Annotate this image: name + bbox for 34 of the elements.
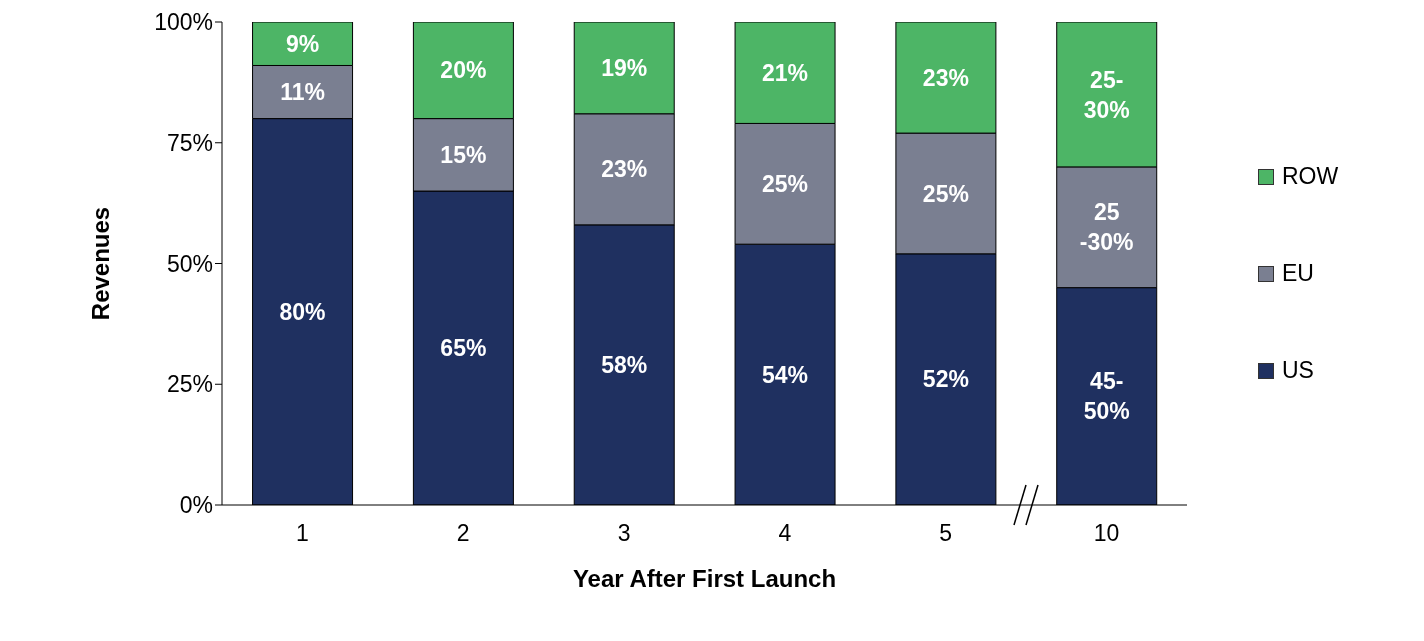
x-tick-label: 1 — [296, 520, 309, 547]
data-label: 23% — [922, 64, 969, 91]
x-tick-label: 3 — [617, 520, 631, 547]
y-tick-label: 0% — [179, 492, 213, 519]
data-label: 58% — [601, 351, 648, 378]
y-tick-label: 50% — [166, 250, 213, 277]
x-tick-label: 4 — [778, 520, 792, 547]
x-tick-label: 2 — [456, 520, 470, 547]
x-axis-title: Year After First Launch — [572, 565, 837, 592]
legend-label: US — [1282, 357, 1314, 384]
data-label: 80% — [279, 298, 326, 325]
data-label: 11% — [280, 79, 325, 106]
data-label: 45- 50% — [1083, 368, 1130, 425]
x-tick-label: 10 — [1093, 520, 1120, 547]
data-label: 23% — [601, 156, 648, 183]
legend-label: EU — [1282, 260, 1314, 287]
y-tick-label: 75% — [166, 129, 213, 156]
y-tick-label: 100% — [154, 9, 213, 36]
data-label: 65% — [440, 335, 487, 362]
x-tick-label: 5 — [939, 520, 953, 547]
data-label: 25% — [922, 180, 969, 207]
data-label: 25 -30% — [1079, 199, 1134, 256]
data-label: 21% — [762, 59, 809, 86]
data-label: 15% — [440, 141, 487, 168]
data-label: 52% — [922, 366, 969, 393]
data-label: 20% — [440, 57, 487, 84]
y-axis-title: Revenues — [86, 206, 114, 321]
data-label: 25- 30% — [1083, 66, 1130, 123]
data-label: 19% — [601, 54, 648, 81]
legend-label: ROW — [1282, 163, 1339, 190]
data-label: 54% — [762, 361, 809, 388]
data-label: 9% — [285, 30, 320, 57]
y-tick-label: 25% — [166, 371, 213, 398]
data-label: 25% — [762, 170, 809, 197]
